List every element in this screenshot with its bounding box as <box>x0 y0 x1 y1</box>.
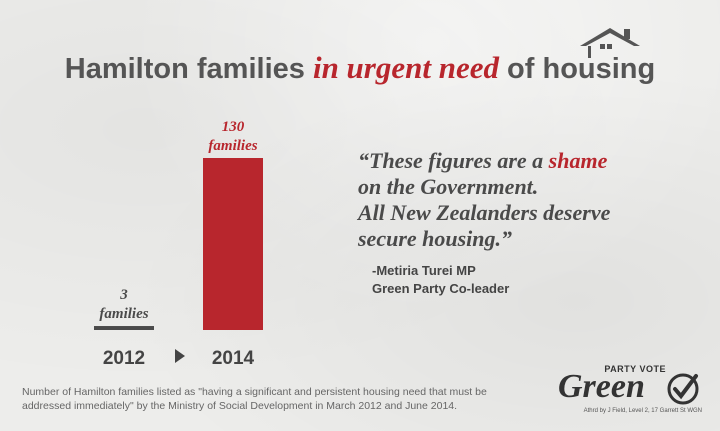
tick-label-2014: 2014 <box>212 348 255 369</box>
bar-chart: 3 families 2012 130 families 2014 <box>94 119 263 369</box>
bar-unit-label-2014: families <box>208 138 257 154</box>
quote-attribution: -Metiria Turei MP Green Party Co-leader <box>372 262 509 298</box>
logo-name: Green <box>558 368 645 405</box>
bar-value-label-2012: 3 <box>119 287 128 303</box>
title-part1: Hamilton families <box>64 53 305 85</box>
quote-line-2: on the Government. <box>358 174 539 199</box>
quote-line-3: All New Zealanders deserve <box>358 200 611 225</box>
play-arrow-icon <box>175 349 185 363</box>
bar-2014 <box>203 158 263 330</box>
title-emphasis: in urgent need <box>312 50 499 85</box>
attribution-role: Green Party Co-leader <box>372 281 510 296</box>
logo-tagline: PARTY VOTE <box>604 364 666 374</box>
bar-value-label-2014: 130 <box>222 119 245 135</box>
bar-unit-label-2012: families <box>99 306 148 322</box>
green-party-logo: PARTY VOTE Green Athrd by J Field, Level… <box>556 362 706 422</box>
title-part2: of housing <box>507 53 656 85</box>
quote-line-1: “These figures are a shame <box>358 148 688 174</box>
house-roof-icon <box>580 28 640 58</box>
quote-line-4: secure housing.” <box>358 226 513 251</box>
quote-line-1-text: “These figures are a <box>358 148 544 173</box>
page-title: Hamilton families in urgent need of hous… <box>0 50 720 86</box>
quote-emphasis: shame <box>548 148 608 173</box>
footnote: Number of Hamilton families listed as "h… <box>22 386 487 412</box>
logo-authorisation: Athrd by J Field, Level 2, 17 Garrett St… <box>583 408 702 414</box>
checkmark-icon <box>667 373 699 405</box>
bar-2012 <box>94 326 154 330</box>
quote: “These figures are a shame on the Govern… <box>358 148 688 252</box>
attribution-name: -Metiria Turei MP <box>372 263 476 278</box>
tick-label-2012: 2012 <box>103 348 145 369</box>
